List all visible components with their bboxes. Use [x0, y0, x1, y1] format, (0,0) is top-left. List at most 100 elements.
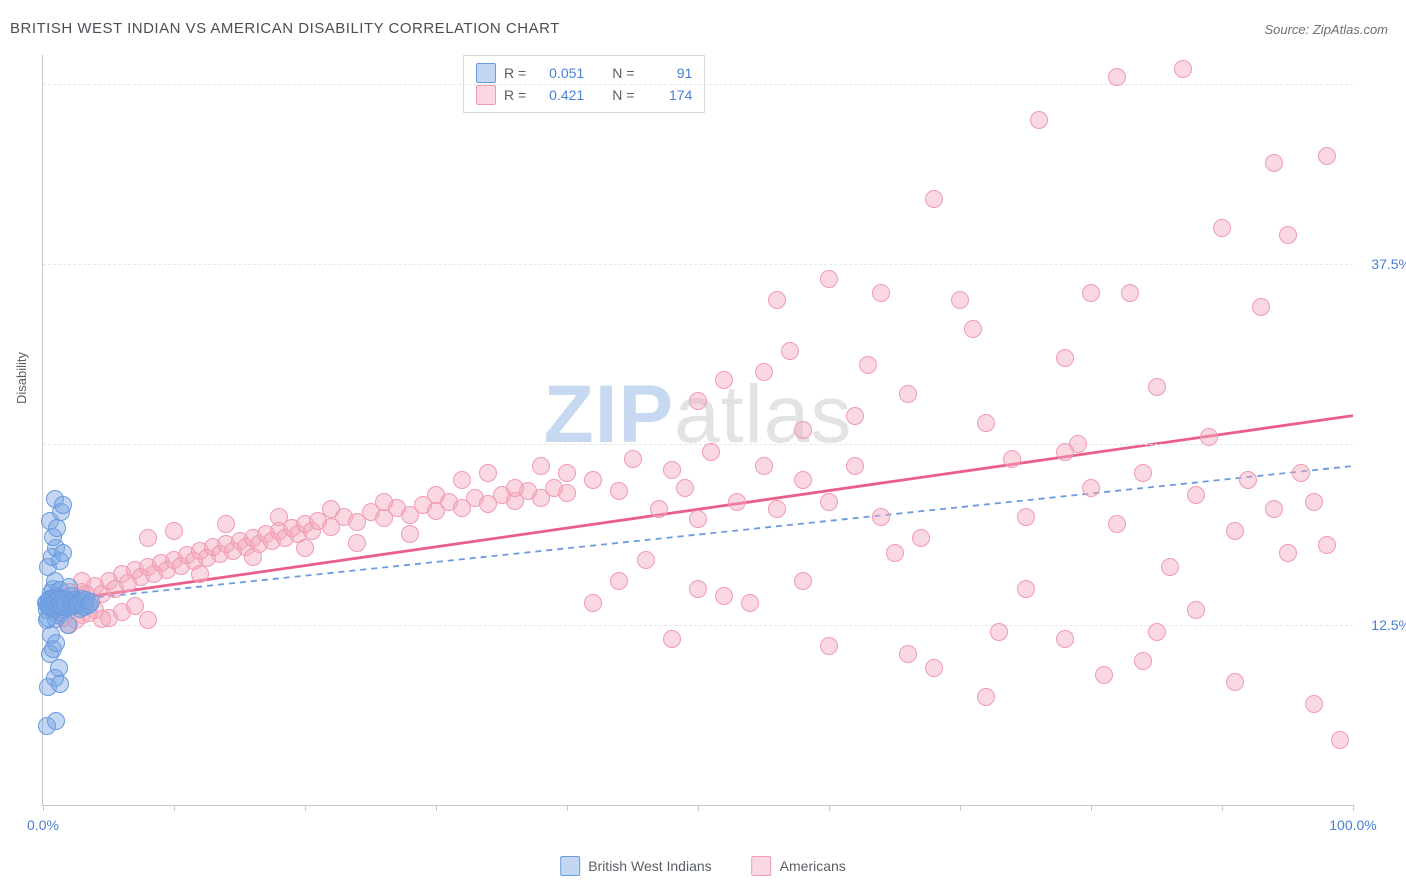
- data-point: [1121, 284, 1139, 302]
- data-point: [1331, 731, 1349, 749]
- data-point: [82, 593, 100, 611]
- data-point: [584, 471, 602, 489]
- data-point: [794, 471, 812, 489]
- data-point: [846, 457, 864, 475]
- data-point: [715, 587, 733, 605]
- data-point: [47, 712, 65, 730]
- scatter-plot: ZIPatlas R =0.051N =91R =0.421N =174 12.…: [42, 55, 1353, 806]
- data-point: [768, 291, 786, 309]
- source-label: Source: ZipAtlas.com: [1264, 22, 1388, 37]
- data-point: [1148, 378, 1166, 396]
- data-point: [1134, 652, 1152, 670]
- data-point: [558, 484, 576, 502]
- data-point: [1252, 298, 1270, 316]
- data-point: [846, 407, 864, 425]
- data-point: [1108, 515, 1126, 533]
- data-point: [126, 597, 144, 615]
- data-point: [1095, 666, 1113, 684]
- x-tick: [698, 805, 699, 811]
- legend-swatch: [476, 85, 496, 105]
- data-point: [191, 565, 209, 583]
- data-point: [610, 572, 628, 590]
- data-point: [1279, 544, 1297, 562]
- data-point: [322, 500, 340, 518]
- stats-legend-row: R =0.051N =91: [476, 62, 692, 84]
- data-point: [899, 645, 917, 663]
- x-tick: [960, 805, 961, 811]
- data-point: [1318, 147, 1336, 165]
- legend-label: Americans: [780, 858, 846, 874]
- data-point: [42, 626, 60, 644]
- data-point: [702, 443, 720, 461]
- y-axis-label: Disability: [14, 352, 29, 404]
- data-point: [1265, 500, 1283, 518]
- data-point: [1017, 508, 1035, 526]
- data-point: [637, 551, 655, 569]
- x-tick: [43, 805, 44, 811]
- legend-item: British West Indians: [560, 856, 711, 876]
- data-point: [663, 461, 681, 479]
- data-point: [217, 515, 235, 533]
- data-point: [1030, 111, 1048, 129]
- data-point: [270, 508, 288, 526]
- data-point: [1108, 68, 1126, 86]
- y-tick-label: 37.5%: [1371, 256, 1406, 272]
- data-point: [375, 493, 393, 511]
- y-tick-label: 12.5%: [1371, 617, 1406, 633]
- x-tick: [1091, 805, 1092, 811]
- data-point: [781, 342, 799, 360]
- data-point: [755, 363, 773, 381]
- data-point: [872, 508, 890, 526]
- data-point: [912, 529, 930, 547]
- data-point: [59, 616, 77, 634]
- data-point: [1292, 464, 1310, 482]
- data-point: [820, 270, 838, 288]
- x-tick: [1353, 805, 1354, 811]
- legend-swatch: [560, 856, 580, 876]
- x-tick: [174, 805, 175, 811]
- data-point: [296, 539, 314, 557]
- data-point: [820, 493, 838, 511]
- data-point: [715, 371, 733, 389]
- data-point: [728, 493, 746, 511]
- data-point: [951, 291, 969, 309]
- legend-swatch: [476, 63, 496, 83]
- data-point: [401, 525, 419, 543]
- data-point: [610, 482, 628, 500]
- data-point: [768, 500, 786, 518]
- data-point: [663, 630, 681, 648]
- data-point: [165, 522, 183, 540]
- data-point: [532, 457, 550, 475]
- data-point: [676, 479, 694, 497]
- data-point: [1056, 349, 1074, 367]
- data-point: [1161, 558, 1179, 576]
- data-point: [820, 637, 838, 655]
- data-point: [650, 500, 668, 518]
- data-point: [1318, 536, 1336, 554]
- series-legend: British West Indians Americans: [560, 856, 846, 876]
- data-point: [1134, 464, 1152, 482]
- data-point: [1213, 219, 1231, 237]
- trend-lines: [43, 55, 1353, 805]
- data-point: [624, 450, 642, 468]
- data-point: [1279, 226, 1297, 244]
- gridline: [43, 444, 1353, 445]
- data-point: [51, 675, 69, 693]
- data-point: [54, 496, 72, 514]
- x-tick: [829, 805, 830, 811]
- data-point: [1003, 450, 1021, 468]
- data-point: [886, 544, 904, 562]
- data-point: [427, 486, 445, 504]
- data-point: [990, 623, 1008, 641]
- gridline: [43, 264, 1353, 265]
- data-point: [48, 519, 66, 537]
- data-point: [689, 392, 707, 410]
- data-point: [139, 529, 157, 547]
- data-point: [479, 464, 497, 482]
- legend-item: Americans: [752, 856, 846, 876]
- data-point: [1305, 695, 1323, 713]
- data-point: [964, 320, 982, 338]
- data-point: [689, 510, 707, 528]
- x-tick: [1222, 805, 1223, 811]
- data-point: [506, 479, 524, 497]
